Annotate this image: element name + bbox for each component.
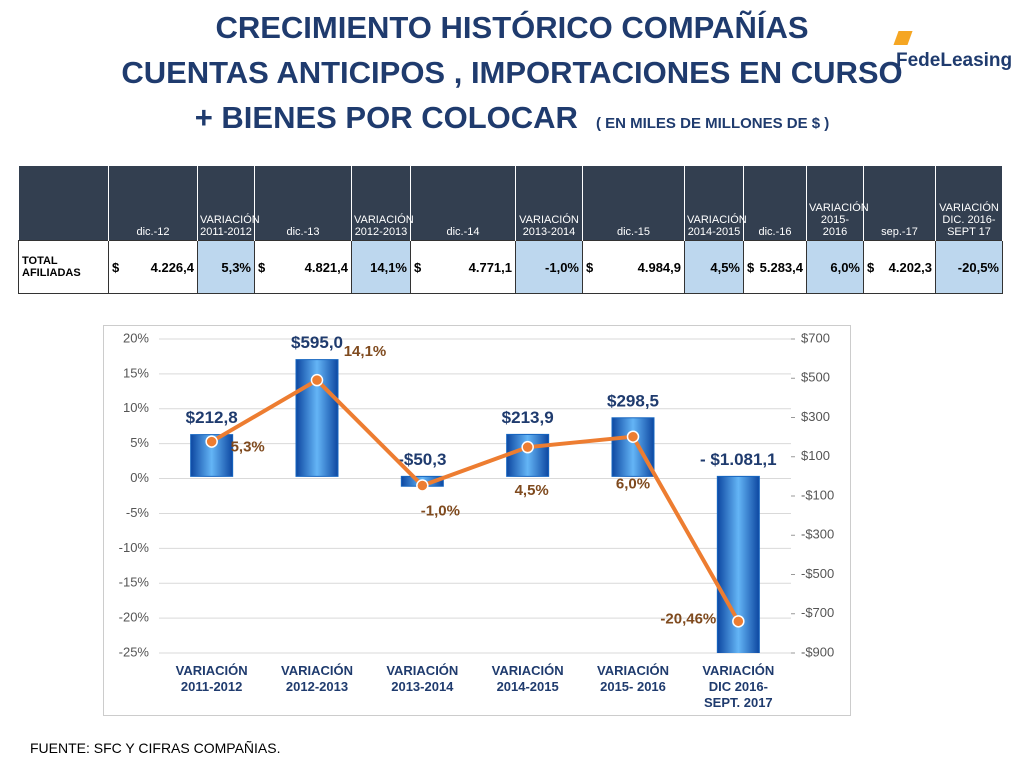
x-tick-label: VARIACIÓN 2014-2015 [491, 663, 564, 694]
column-header: VARIACIÓN 2012-2013 [351, 166, 414, 241]
y2-tick-label: -$900 [801, 644, 834, 659]
chart: 20% 15% 10% 5% 0% -5% -10% -15% -20% -25% $700 $500… [119, 330, 835, 659]
x-tick-label: VARIACIÓN DIC 2016- SEPT. 2017 [702, 663, 775, 710]
column-header: VARIACIÓN 2014-2015 [684, 166, 747, 241]
footer: FUENTE: SFC Y CIFRAS COMPAÑIAS. [30, 740, 281, 756]
y-tick-label: -20% [119, 610, 150, 625]
currency: $ [258, 259, 266, 275]
column-header: dic.-16 [743, 166, 807, 241]
column-header: dic.-14 [410, 166, 516, 241]
line-value-label: 14,1% [344, 343, 387, 360]
column-header: dic.-13 [254, 166, 352, 241]
amount: 4.226,4 [150, 259, 194, 275]
row-label: TOTAL AFILIADAS [18, 240, 109, 294]
column-header: VARIACIÓN 2015- 2016 [806, 166, 869, 241]
x-tick-label: VARIACIÓN 2011-2012 [175, 663, 248, 694]
line [210, 377, 741, 623]
variation-cell: 6,0% [806, 240, 864, 294]
line-marker [310, 373, 324, 387]
bar-value-label: - $1.081,1 [700, 450, 777, 469]
amount: 4.821,4 [304, 259, 348, 275]
bar-value-label: $212,8 [186, 408, 238, 427]
line-marker [626, 430, 640, 443]
x-tick-label: VARIACIÓN 2015- 2016 [597, 663, 669, 694]
x-tick-label: VARIACIÓN 2012-2013 [281, 663, 353, 694]
y2-tick-label: -$300 [801, 527, 834, 542]
title-block: + BIENES POR COLOCAR ( EN MILES DE MILLON… [0, 100, 1024, 136]
amount-cell: $4.984,9 [582, 240, 685, 294]
data-row: TOTAL AFILIADAS $4.226,4 5,3% $4.821,4 14,1%… [18, 240, 1003, 294]
subtitle: ( EN MILES DE MILLONES DE $ ) [595, 115, 830, 132]
bar-value-label: $213,9 [502, 408, 554, 427]
bar [611, 417, 655, 477]
logo: FedeLeasing [896, 28, 1024, 72]
column-header: sep.-17 [863, 166, 936, 241]
amount-cell: $5.283,4 [743, 240, 807, 294]
variation-cell: 14,1% [351, 240, 411, 294]
y2-tick-label: $300 [801, 409, 830, 424]
line-value-label: -20,46% [660, 610, 716, 627]
title-line: CUENTAS ANTICIPOS , IMPORTACIONES EN CUR… [121, 55, 903, 90]
bar [506, 433, 550, 477]
variation-cell: -20,5% [935, 240, 1003, 294]
variation-cell: -1,0% [515, 240, 583, 294]
currency: $ [414, 259, 422, 275]
y-tick-label: 20% [123, 330, 149, 345]
chart-frame: 20% 15% 10% 5% 0% -5% -10% -15% -20% -25% $700 $500… [103, 325, 851, 716]
line-value-label: 6,0% [616, 476, 650, 493]
header-row: dic.-12 VARIACIÓN 2011-2012 dic.-13 VARIACI… [18, 166, 1003, 241]
amount-cell: $4.202,3 [863, 240, 936, 294]
amount-cell: $4.226,4 [108, 240, 198, 294]
column-header [18, 166, 109, 241]
amount: 4.984,9 [637, 259, 681, 275]
y-tick-label: -25% [119, 644, 150, 659]
currency: $ [747, 259, 755, 275]
y2-tick-label: $500 [801, 370, 830, 385]
y-tick-label: 0% [130, 470, 149, 485]
column-header: dic.-12 [108, 166, 198, 241]
line-value-label: 4,5% [515, 482, 549, 499]
line-marker [205, 435, 218, 448]
amount-cell: $4.771,1 [410, 240, 516, 294]
y2-tick-label: -$100 [801, 487, 834, 502]
title-line: + BIENES POR COLOCAR [194, 100, 578, 135]
bar-value-label: -$50,3 [398, 450, 446, 469]
amount: 4.202,3 [888, 259, 932, 275]
y-tick-label: -5% [126, 505, 150, 520]
column-header: VARIACIÓN 2013-2014 [515, 166, 583, 241]
amount: 4.771,1 [468, 259, 512, 275]
y2-tick-label: -$500 [801, 566, 834, 581]
y-tick-label: 10% [123, 400, 149, 415]
column-header: VARIACIÓN DIC. 2016- SEPT 17 [935, 166, 1003, 241]
bar-value-label: $595,0 [291, 333, 343, 352]
currency: $ [586, 259, 594, 275]
bar [716, 475, 760, 653]
column-header: dic.-15 [582, 166, 685, 241]
column-header: VARIACIÓN 2011-2012 [197, 166, 260, 241]
data-table: dic.-12 VARIACIÓN 2011-2012 dic.-13 VARIACI… [18, 166, 1003, 294]
currency: $ [112, 259, 120, 275]
y2-tick-label: -$700 [801, 605, 834, 620]
y2-tick-label: $100 [801, 448, 830, 463]
title-line: CRECIMIENTO HISTÓRICO COMPAÑÍAS [215, 10, 809, 45]
x-tick-label: VARIACIÓN 2013-2014 [386, 663, 459, 694]
line-marker [521, 440, 534, 454]
y-tick-label: -15% [119, 575, 150, 590]
line-value-label: 5,3% [231, 439, 265, 456]
bar-value-label: $298,5 [607, 391, 659, 410]
line-marker [732, 615, 745, 628]
amount: 5.283,4 [759, 259, 803, 275]
variation-cell: 5,3% [197, 240, 255, 294]
y-tick-label: -10% [119, 540, 150, 555]
y-tick-label: 15% [123, 365, 149, 380]
line-value-label: -1,0% [421, 503, 460, 520]
amount-cell: $4.821,4 [254, 240, 352, 294]
line-marker [416, 479, 429, 492]
y2-tick-label: $700 [801, 330, 830, 345]
currency: $ [867, 259, 875, 275]
y-tick-label: 5% [130, 435, 149, 450]
variation-cell: 4,5% [684, 240, 744, 294]
